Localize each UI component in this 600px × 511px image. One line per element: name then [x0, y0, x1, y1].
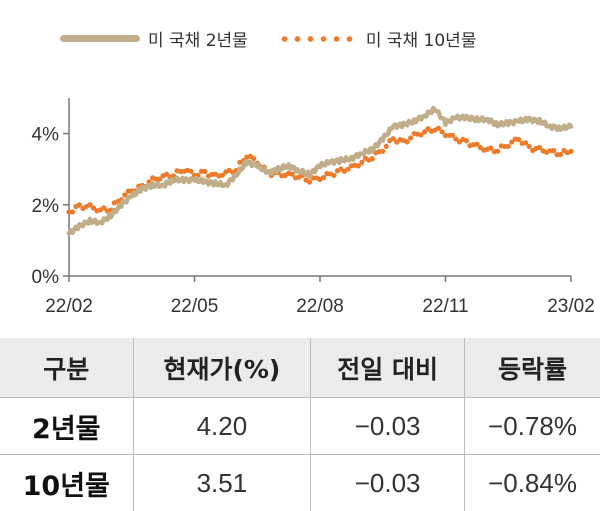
change-rate: −0.84% — [465, 455, 600, 511]
point-10y — [331, 173, 336, 178]
y-tick-label: 4% — [32, 125, 60, 146]
series-line-2y — [69, 108, 571, 233]
header-category: 구분 — [0, 338, 133, 398]
row-label: 10년물 — [0, 455, 133, 511]
header-change: 전일 대비 — [311, 338, 465, 398]
point-10y — [370, 156, 375, 161]
table-row: 2년물 4.20 −0.03 −0.78% — [0, 398, 600, 455]
x-tick-label: 22/02 — [45, 296, 93, 317]
point-10y — [405, 139, 410, 144]
x-tick-label: 22/08 — [296, 296, 344, 317]
point-10y — [321, 175, 326, 180]
y-tick-label: 2% — [32, 196, 60, 217]
x-tick-label: 23/02 — [547, 296, 595, 317]
point-10y — [558, 152, 563, 157]
point-10y — [359, 160, 364, 165]
yield-line-chart: 0% 2% 4% 22/02 22/05 22/08 22/11 23/02 — [0, 0, 600, 330]
point-10y — [516, 137, 521, 142]
point-10y — [506, 144, 511, 149]
point-10y — [408, 135, 413, 140]
row-label: 2년물 — [0, 398, 133, 455]
point-10y — [380, 149, 385, 154]
yield-summary-table: 구분 현재가(%) 전일 대비 등락률 2년물 4.20 −0.03 −0.78… — [0, 338, 600, 511]
point-10y — [384, 144, 389, 149]
point-10y — [70, 209, 75, 214]
table-header-row: 구분 현재가(%) 전일 대비 등락률 — [0, 338, 600, 398]
header-current: 현재가(%) — [133, 338, 311, 398]
x-tick-label: 22/05 — [171, 296, 219, 317]
point-10y — [464, 138, 469, 143]
daily-change: −0.03 — [311, 398, 465, 455]
point-10y — [527, 144, 532, 149]
point-10y — [307, 179, 312, 184]
header-change-rate: 등락률 — [465, 338, 600, 398]
change-rate: −0.78% — [465, 398, 600, 455]
current-value: 3.51 — [133, 455, 311, 511]
point-10y — [551, 148, 556, 153]
point-10y — [495, 149, 500, 154]
table-row: 10년물 3.51 −0.03 −0.84% — [0, 455, 600, 511]
y-tick-label: 0% — [32, 267, 60, 288]
daily-change: −0.03 — [311, 455, 465, 511]
point-10y — [188, 169, 193, 174]
point-10y — [251, 156, 256, 161]
x-tick-label: 22/11 — [422, 296, 468, 317]
current-value: 4.20 — [133, 398, 311, 455]
point-10y — [568, 149, 573, 154]
point-10y — [202, 169, 207, 174]
